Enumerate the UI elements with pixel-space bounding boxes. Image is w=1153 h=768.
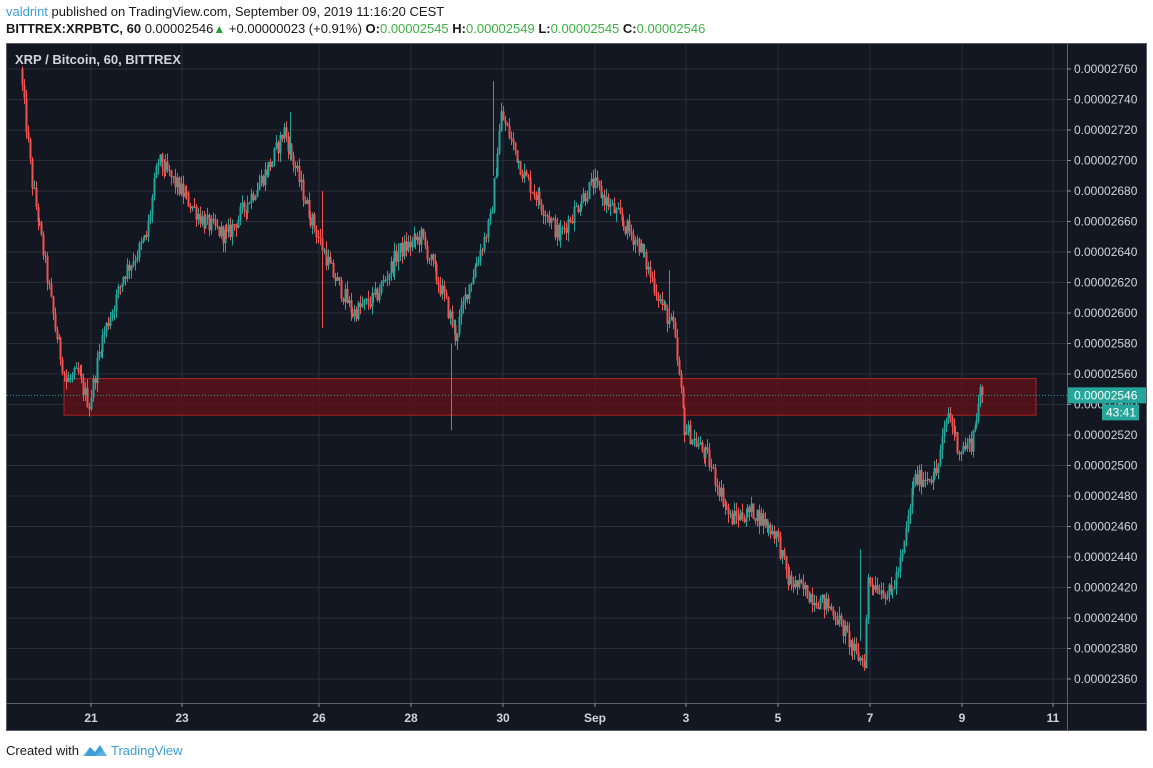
low-label: L:: [538, 21, 551, 36]
support-resistance-zone[interactable]: [63, 378, 1037, 416]
svg-text:0.00002500: 0.00002500: [1074, 459, 1138, 473]
svg-text:0.00002460: 0.00002460: [1074, 520, 1138, 534]
svg-text:0.00002760: 0.00002760: [1074, 62, 1138, 76]
svg-text:0.00002680: 0.00002680: [1074, 184, 1138, 198]
svg-text:0.00002560: 0.00002560: [1074, 367, 1138, 381]
svg-text:0.00002720: 0.00002720: [1074, 123, 1138, 137]
svg-text:21: 21: [84, 711, 98, 725]
svg-text:0.00002520: 0.00002520: [1074, 428, 1138, 442]
svg-text:43:41: 43:41: [1106, 405, 1136, 419]
time-axis[interactable]: 21 23 26 28 30 Sep 3 5 7 9 11: [84, 703, 1060, 725]
svg-text:11: 11: [1047, 711, 1060, 725]
publication-info: valdrint published on TradingView.com, S…: [6, 4, 444, 19]
price-axis[interactable]: 0.00002760 0.00002740 0.00002720 0.00002700…: [1067, 62, 1138, 686]
svg-text:0.00002420: 0.00002420: [1074, 581, 1138, 595]
symbol-label: BITTREX:XRPBTC, 60: [6, 21, 142, 36]
svg-text:0.00002640: 0.00002640: [1074, 245, 1138, 259]
author-link[interactable]: valdrint: [6, 4, 48, 19]
svg-text:0.00002660: 0.00002660: [1074, 215, 1138, 229]
low-value: 0.00002545: [550, 21, 620, 36]
svg-text:9: 9: [959, 711, 966, 725]
published-text: published on TradingView.com, September …: [47, 4, 445, 19]
svg-text:0.00002700: 0.00002700: [1074, 154, 1138, 168]
svg-text:0.00002600: 0.00002600: [1074, 306, 1138, 320]
svg-text:7: 7: [867, 711, 874, 725]
tradingview-logo-icon: [82, 745, 107, 756]
svg-text:26: 26: [312, 711, 326, 725]
svg-text:0.00002740: 0.00002740: [1074, 93, 1138, 107]
close-label: C:: [622, 21, 637, 36]
svg-text:28: 28: [404, 711, 418, 725]
price-tag: 0.00002546 43:41: [1068, 387, 1146, 421]
svg-text:Sep: Sep: [584, 711, 606, 725]
svg-text:0.00002580: 0.00002580: [1074, 337, 1138, 351]
created-with-label: Created with: [6, 742, 79, 758]
tradingview-link[interactable]: TradingView: [110, 742, 183, 758]
high-value: 0.00002549: [466, 21, 535, 36]
svg-text:0.00002440: 0.00002440: [1074, 550, 1138, 564]
svg-text:23: 23: [175, 711, 189, 725]
close-value: 0.00002546: [636, 21, 706, 36]
chart-title: XRP / Bitcoin, 60, BITTREX: [15, 52, 181, 67]
svg-text:5: 5: [775, 711, 782, 725]
candles: [21, 66, 984, 671]
svg-text:0.00002546: 0.00002546: [1074, 388, 1138, 402]
svg-text:0.00002360: 0.00002360: [1074, 672, 1138, 686]
svg-text:30: 30: [496, 711, 510, 725]
open-value: 0.00002545: [379, 21, 449, 36]
up-arrow-icon: ▲: [213, 22, 226, 36]
svg-text:0.00002400: 0.00002400: [1074, 611, 1138, 625]
symbol-info-line: BITTREX:XRPBTC, 60 0.00002546▲ +0.000000…: [6, 21, 705, 36]
axes: [7, 44, 1146, 730]
svg-text:0.00002480: 0.00002480: [1074, 489, 1138, 503]
high-label: H:: [452, 21, 467, 36]
svg-text:0.00002620: 0.00002620: [1074, 276, 1138, 290]
open-label: O:: [365, 21, 380, 36]
price-change: +0.00000023 (+0.91%): [228, 21, 362, 36]
last-price: 0.00002546: [144, 21, 214, 36]
grid-lines: [7, 44, 1067, 703]
svg-text:0.00002380: 0.00002380: [1074, 642, 1138, 656]
footer: Created with TradingView: [6, 742, 183, 758]
svg-text:3: 3: [683, 711, 690, 725]
